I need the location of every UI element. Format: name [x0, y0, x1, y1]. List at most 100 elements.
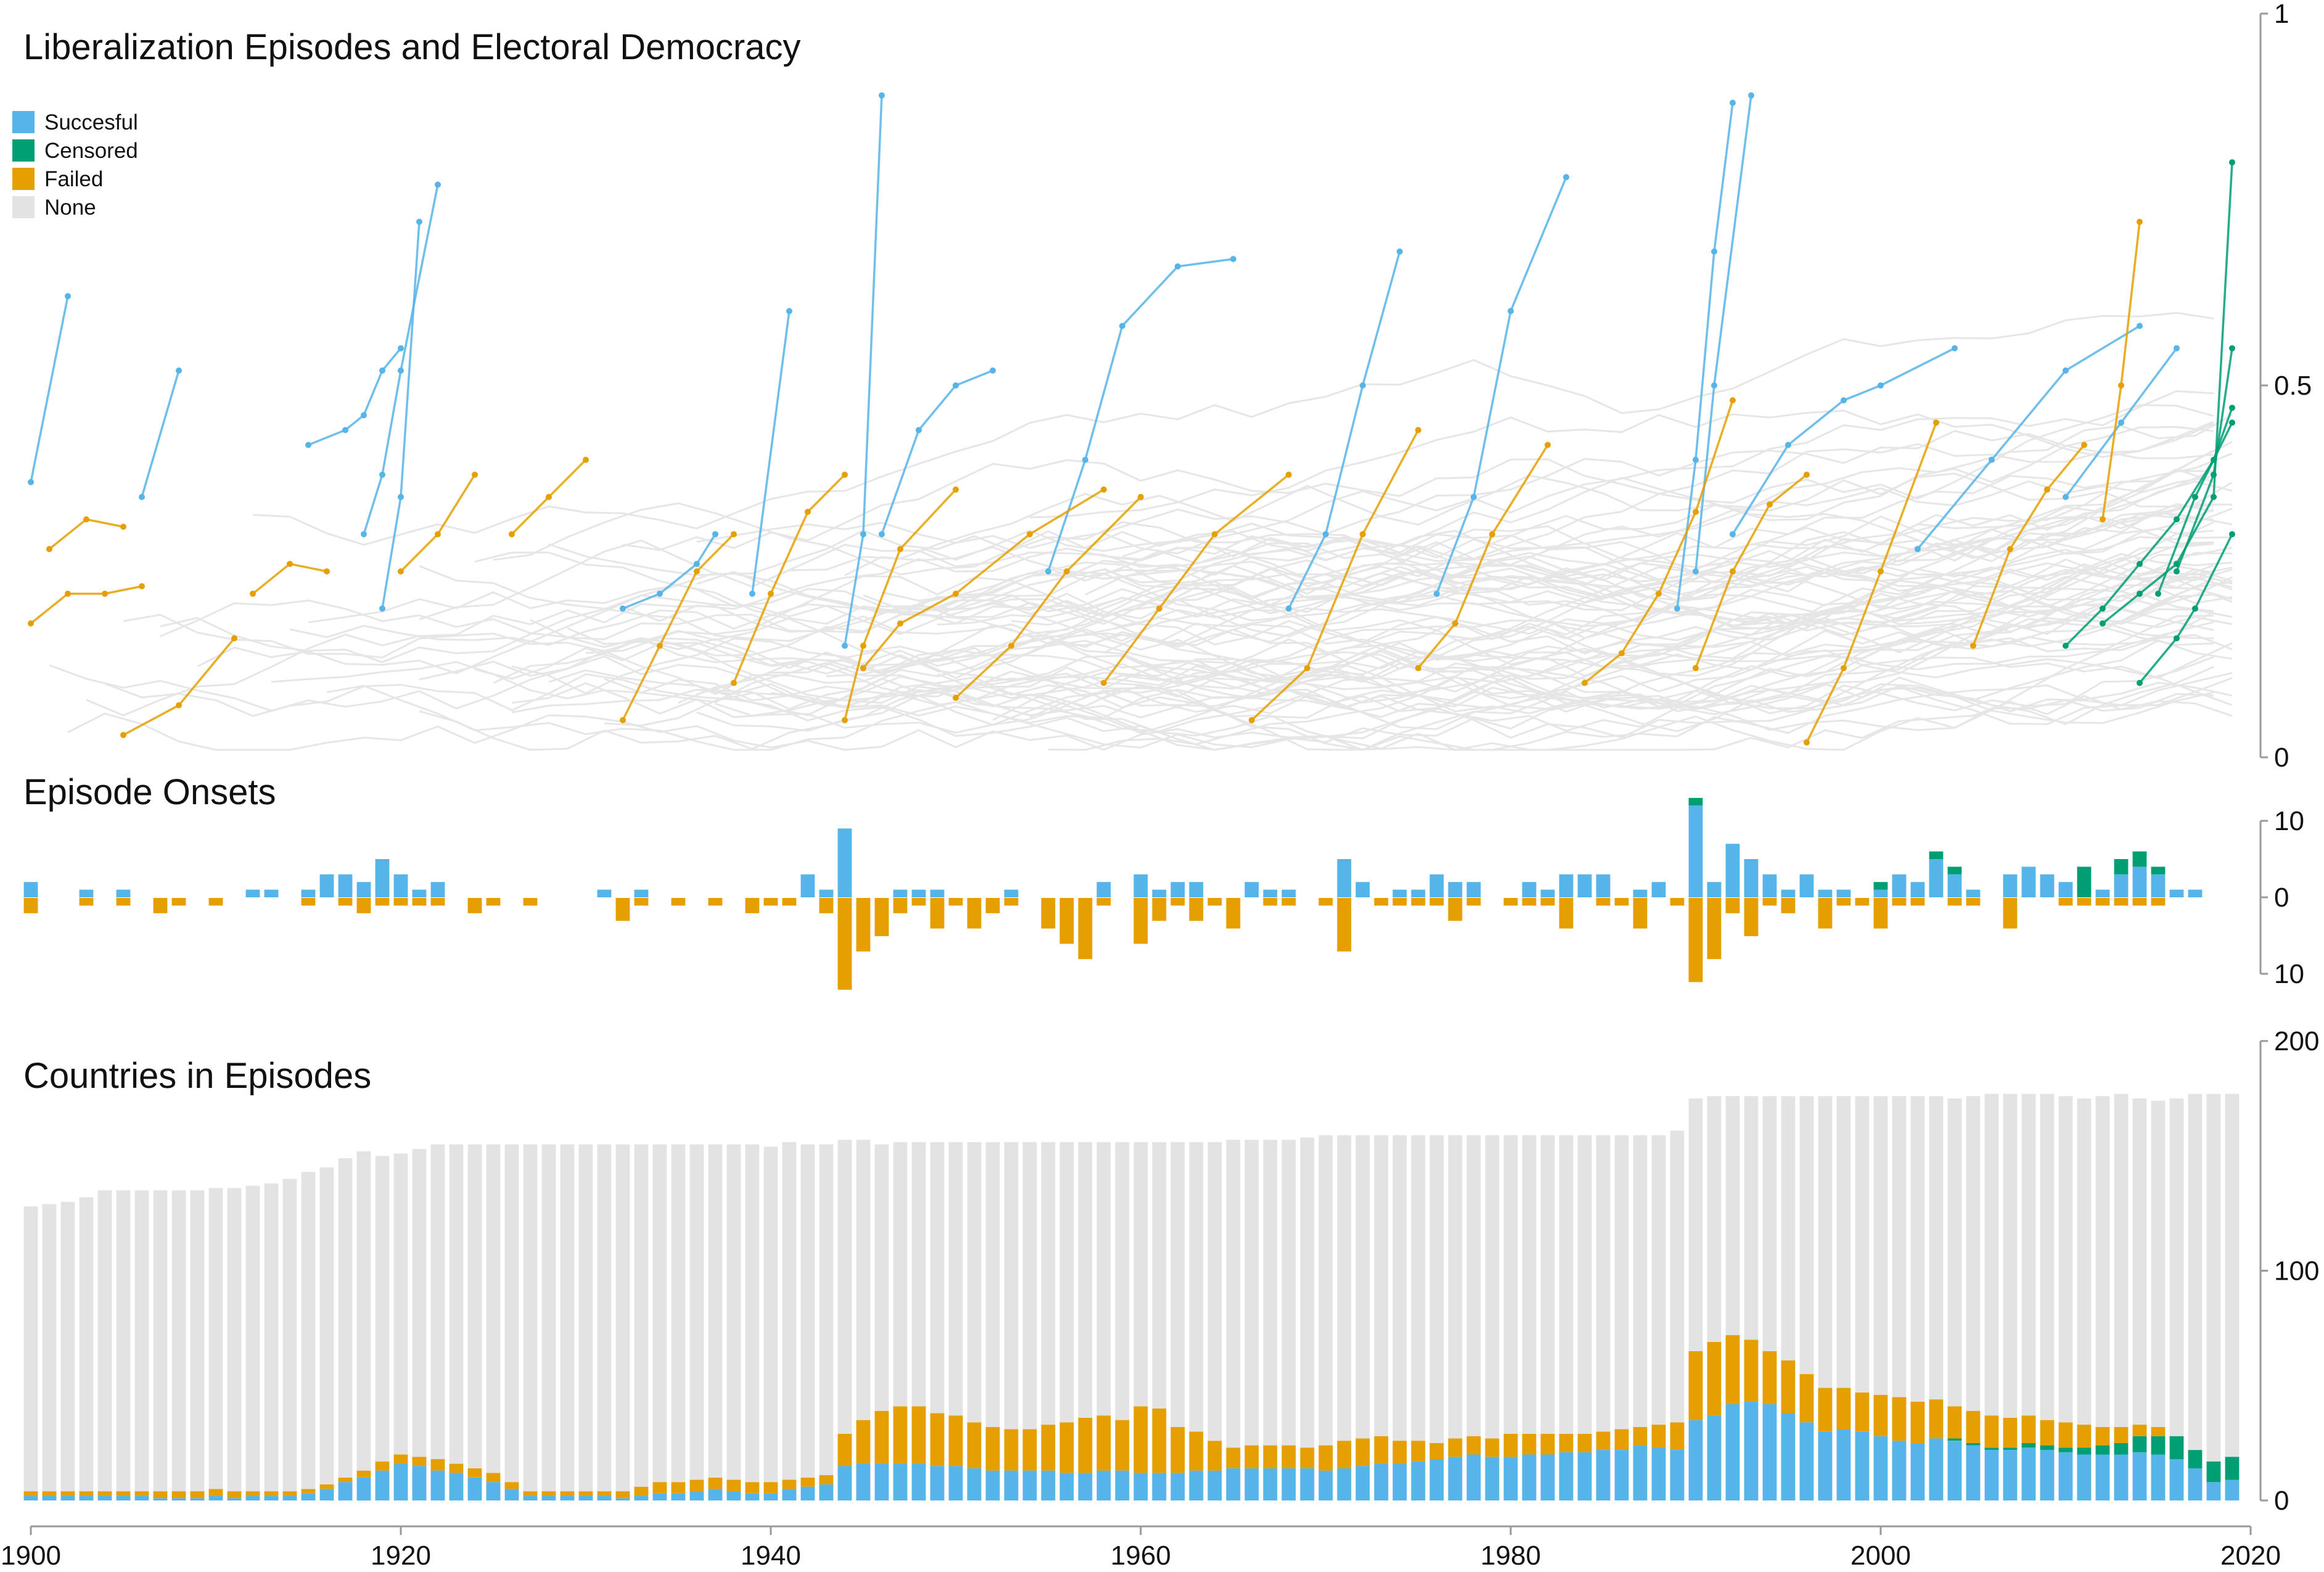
country-bar-none [1947, 1098, 1962, 1407]
background-line [918, 470, 2214, 561]
episode-point [2229, 531, 2235, 538]
episode-point [379, 605, 385, 612]
onset-bar-succesful [1559, 874, 1574, 897]
y-tick-label: 100 [2274, 1256, 2319, 1286]
episode-line [123, 637, 236, 736]
onset-bar-succesful [245, 889, 260, 897]
country-bar-failed [2095, 1426, 2110, 1446]
episode-point [1138, 493, 1144, 500]
country-bar-none [2188, 1093, 2203, 1451]
onset-bar-failed [1466, 898, 1481, 906]
y-tick-label: 1 [2274, 0, 2289, 29]
country-bar-none [2095, 1096, 2110, 1427]
episode-point [1119, 323, 1125, 329]
country-bar-succesful [356, 1477, 371, 1501]
country-bar-succesful [282, 1496, 297, 1500]
country-bar-censored [2058, 1447, 2073, 1452]
onset-bar-failed [1429, 898, 1444, 906]
onset-bar-failed [634, 898, 649, 906]
episode-point [1656, 590, 1662, 597]
background-line [641, 570, 2233, 648]
episode-point [2155, 590, 2161, 597]
x-tick-label: 1980 [1480, 1541, 1541, 1571]
episode-point [1804, 471, 1810, 478]
onset-bar-succesful [1836, 889, 1851, 897]
onset-bar-succesful [1448, 882, 1463, 897]
country-bar-failed [60, 1491, 75, 1496]
x-tick-label: 2000 [1850, 1541, 1911, 1571]
onset-bar-failed [1133, 898, 1148, 944]
episode-point [1545, 442, 1551, 448]
episode-point [1674, 605, 1680, 612]
country-bar-none [1022, 1142, 1037, 1430]
country-bar-failed [597, 1491, 612, 1496]
onset-bar-succesful [2003, 874, 2018, 897]
episode-line [381, 221, 421, 609]
onset-bar-failed [1744, 898, 1759, 936]
episode-line [30, 585, 142, 625]
country-bar-none [1799, 1096, 1814, 1375]
country-bar-succesful [1670, 1450, 1685, 1500]
onset-bar-failed [1318, 898, 1333, 906]
episode-line [308, 347, 402, 446]
episode-point [657, 643, 663, 649]
onset-bar-succesful [819, 889, 834, 897]
country-bar-none [1577, 1135, 1592, 1434]
country-bar-none [1966, 1096, 1981, 1411]
episode-point [786, 308, 792, 315]
legend-swatch [12, 168, 35, 190]
country-bar-succesful [1300, 1468, 1315, 1500]
episode-point [1767, 501, 1773, 508]
country-bar-succesful [1947, 1441, 1962, 1500]
onset-bar-failed [2095, 898, 2110, 906]
country-bar-succesful [1318, 1470, 1333, 1500]
country-bar-none [2021, 1093, 2036, 1416]
episode-point [1730, 531, 1736, 538]
episode-point [2137, 561, 2143, 567]
country-bar-none [1633, 1135, 1648, 1427]
country-bar-failed [1559, 1434, 1574, 1452]
episode-point [2229, 159, 2235, 166]
country-bar-none [782, 1142, 797, 1480]
country-bar-none [1004, 1142, 1019, 1430]
onset-bar-failed [301, 898, 316, 906]
country-bar-succesful [97, 1496, 112, 1500]
onset-bar-succesful [1781, 889, 1796, 897]
country-bar-failed [430, 1459, 445, 1471]
onset-bar-failed [486, 898, 501, 906]
country-bar-none [1170, 1142, 1185, 1427]
episode-line [2138, 533, 2233, 684]
country-bar-succesful [1799, 1422, 1814, 1500]
country-bar-none [356, 1151, 371, 1471]
trajectory-panel: Liberalization Episodes and Electoral De… [12, 0, 2312, 773]
country-bar-failed [2077, 1425, 2092, 1448]
country-bar-censored [2095, 1445, 2110, 1455]
country-bar-failed [1670, 1422, 1685, 1450]
onset-bar-censored [2114, 859, 2129, 874]
onset-bar-succesful [1337, 859, 1352, 897]
country-bar-none [60, 1201, 75, 1492]
onset-bar-failed [1688, 898, 1703, 982]
episode-point [1434, 590, 1440, 597]
country-bar-failed [1799, 1374, 1814, 1423]
country-bar-none [1540, 1135, 1555, 1434]
onset-bar-failed [1781, 898, 1796, 913]
onset-bar-failed [708, 898, 723, 906]
country-bar-none [1892, 1096, 1907, 1397]
country-bar-succesful [1207, 1470, 1222, 1500]
episode-point [1693, 509, 1699, 515]
country-bar-censored [2077, 1447, 2092, 1455]
onset-bar-succesful [930, 889, 945, 897]
country-bar-none [301, 1172, 316, 1489]
onset-bar-failed [1374, 898, 1389, 906]
onset-bar-succesful [634, 889, 649, 897]
episode-point [342, 427, 348, 434]
episode-point [361, 531, 367, 538]
onset-bar-failed [2058, 898, 2073, 906]
country-bar-succesful [800, 1486, 815, 1500]
episode-line [751, 311, 790, 594]
country-bar-failed [134, 1491, 149, 1496]
country-bar-failed [2058, 1422, 2073, 1448]
country-bar-failed [1374, 1436, 1389, 1464]
onset-bar-failed [874, 898, 889, 936]
